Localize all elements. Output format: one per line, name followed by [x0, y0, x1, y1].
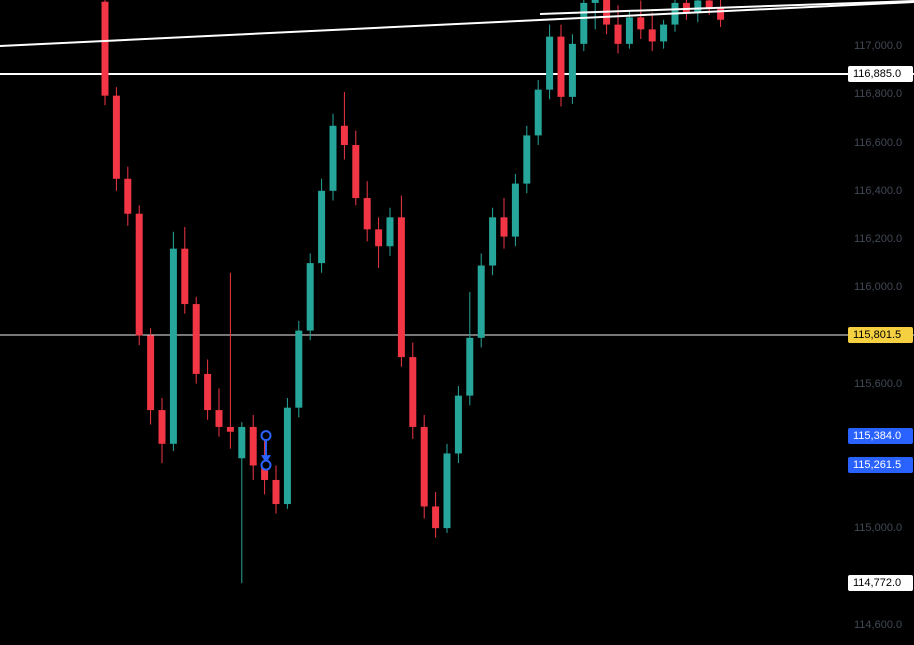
candle-down[interactable] — [135, 213, 143, 336]
axis-tick-label: 116,600.0 — [854, 136, 903, 149]
candle-down[interactable] — [420, 426, 428, 507]
price-axis[interactable]: 117,000.0 116,800.0 116,600.0 116,400.0 116,… — [848, 0, 914, 645]
candle-down[interactable] — [363, 198, 371, 230]
candle-up[interactable] — [591, 0, 599, 3]
candle-up[interactable] — [477, 265, 485, 338]
candle-down[interactable] — [158, 410, 166, 444]
arrow-marker-head[interactable] — [261, 455, 271, 464]
candle-up[interactable] — [318, 190, 326, 264]
candle-up[interactable] — [169, 248, 177, 444]
candle-up[interactable] — [694, 0, 702, 13]
candle-down[interactable] — [226, 426, 234, 432]
candle-down[interactable] — [500, 217, 508, 237]
candle-down[interactable] — [124, 178, 132, 214]
candle-down[interactable] — [101, 1, 109, 96]
candle-up[interactable] — [466, 337, 474, 396]
candle-down[interactable] — [204, 373, 212, 411]
candle-down[interactable] — [272, 479, 280, 505]
axis-tick-label: 116,000.0 — [854, 281, 903, 294]
candle-down[interactable] — [397, 217, 405, 358]
candle-down[interactable] — [375, 229, 383, 247]
candle-down[interactable] — [249, 426, 257, 466]
candle-up[interactable] — [546, 36, 554, 90]
candle-down[interactable] — [648, 29, 656, 42]
candle-up[interactable] — [534, 89, 542, 136]
price-label[interactable]: 115,384.0 — [848, 427, 913, 444]
axis-tick-label: 115,600.0 — [854, 377, 903, 390]
axis-tick-label: 115,000.0 — [854, 522, 903, 535]
candle-up[interactable] — [523, 135, 531, 184]
candle-down[interactable] — [717, 7, 725, 20]
candle-up[interactable] — [454, 395, 462, 454]
candle-down[interactable] — [112, 95, 120, 179]
candle-up[interactable] — [489, 217, 497, 266]
candle-down[interactable] — [409, 357, 417, 427]
candle-up[interactable] — [511, 183, 519, 237]
candle-up[interactable] — [386, 217, 394, 247]
axis-tick-label: 117,000.0 — [854, 40, 903, 53]
candle-down[interactable] — [340, 125, 348, 146]
axis-tick-label: 116,200.0 — [854, 233, 903, 245]
candle-down[interactable] — [147, 335, 155, 411]
price-label[interactable]: 115,801.5 — [848, 327, 913, 344]
candle-up[interactable] — [295, 330, 303, 408]
candle-down[interactable] — [614, 24, 622, 44]
price-label[interactable]: 116,885.0 — [848, 65, 913, 82]
candle-up[interactable] — [660, 24, 668, 42]
candle-up[interactable] — [306, 263, 314, 331]
axis-tick-label: 116,400.0 — [854, 184, 903, 197]
trendline[interactable] — [0, 1, 914, 47]
drawing-anchor-handle[interactable] — [260, 459, 272, 471]
candle-down[interactable] — [192, 304, 200, 374]
candle-down[interactable] — [557, 36, 565, 97]
candle-down[interactable] — [181, 248, 189, 305]
axis-tick-label: 114,600.0 — [854, 618, 903, 631]
candle-down[interactable] — [215, 410, 223, 427]
candle-up[interactable] — [625, 17, 633, 44]
candle-up[interactable] — [329, 125, 337, 191]
candle-down[interactable] — [261, 465, 269, 480]
axis-tick-label: 116,800.0 — [854, 88, 903, 101]
price-label[interactable]: 115,261.5 — [848, 457, 913, 474]
candle-down[interactable] — [637, 17, 645, 30]
candle-down[interactable] — [352, 145, 360, 199]
candle-down[interactable] — [432, 506, 440, 529]
candle-down[interactable] — [705, 0, 713, 8]
candle-up[interactable] — [580, 2, 588, 44]
candle-up[interactable] — [568, 43, 576, 97]
candle-up[interactable] — [238, 426, 246, 459]
drawing-anchor-handle[interactable] — [260, 430, 272, 442]
trendline[interactable] — [539, 0, 914, 15]
price-label[interactable]: 114,772.0 — [848, 575, 913, 592]
candle-down[interactable] — [682, 2, 690, 13]
candle-up[interactable] — [443, 453, 451, 529]
candle-up[interactable] — [283, 407, 291, 505]
